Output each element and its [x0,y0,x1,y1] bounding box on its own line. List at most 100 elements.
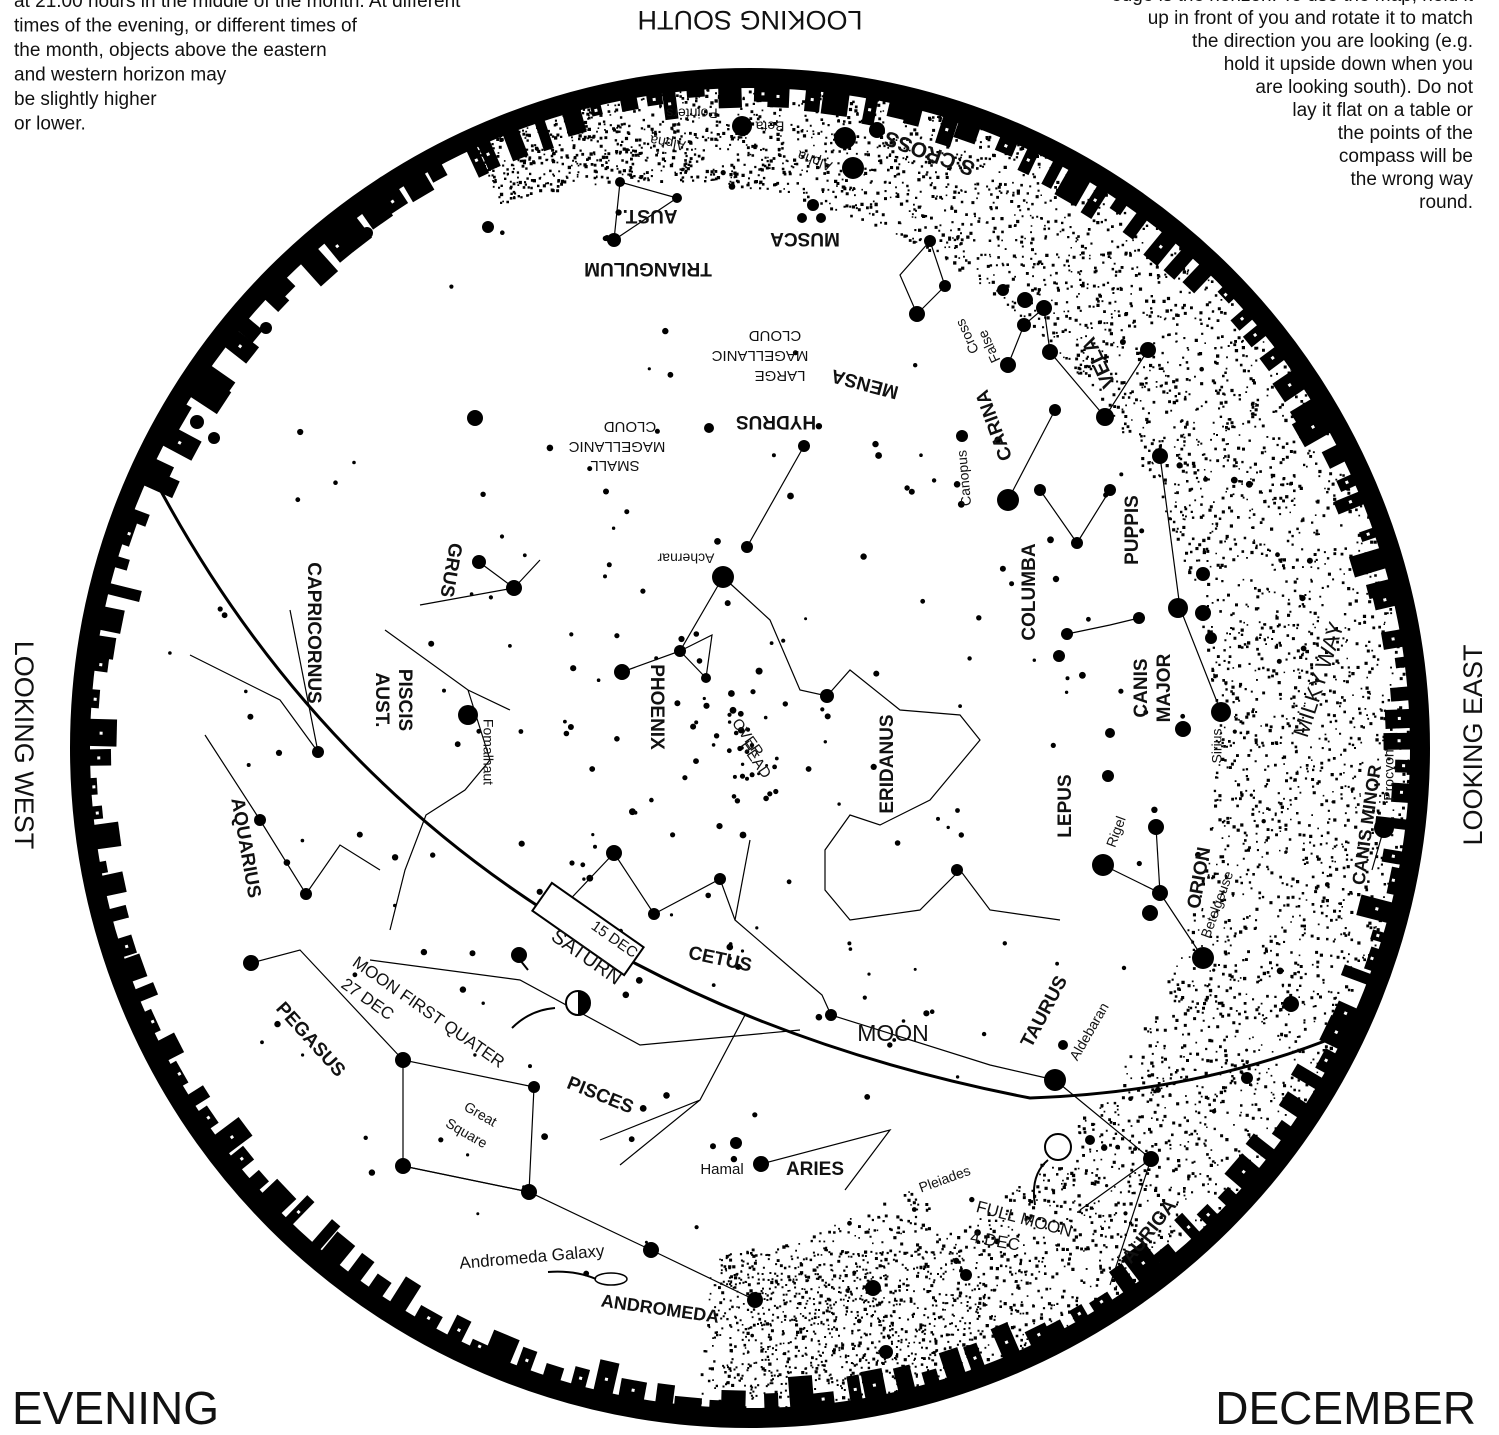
faint-star [982,1032,986,1036]
star [208,432,220,444]
faint-star [860,553,866,559]
faint-star [735,798,740,803]
house-window [811,98,814,101]
faint-star [1053,576,1059,582]
faint-star [244,690,248,694]
faint-star [247,763,251,767]
faint-star [820,707,824,711]
faint-star [783,701,788,706]
direction-west: LOOKING WEST [9,641,39,850]
faint-star [629,1136,635,1142]
house-body [764,1393,779,1410]
faint-star [714,538,721,545]
sky-label: CAPRICORNUS [303,562,324,703]
sky-label: ARIES [786,1159,844,1180]
faint-star [1301,646,1307,652]
faint-star [1103,492,1108,497]
direction-south: LOOKING SOUTH [637,5,862,35]
house [1383,733,1412,750]
faint-star [1246,481,1253,488]
faint-star [1245,1049,1248,1052]
star [395,1158,411,1174]
faint-star [824,740,827,743]
faint-star [920,599,925,604]
faint-star [421,949,427,955]
faint-star [593,845,597,849]
house [88,719,117,747]
note-right-line: compass will be [1339,146,1473,167]
faint-star [1128,1096,1133,1101]
star [732,116,752,136]
faint-star [466,1153,469,1156]
faint-star [508,644,512,648]
faint-star [750,689,755,694]
faint-star [1047,536,1054,543]
footer-left: EVENING [12,1382,219,1434]
faint-star [703,703,709,709]
star [1143,1151,1159,1167]
sky-label: Achernar [657,550,714,566]
faint-star [547,445,554,452]
star [300,888,312,900]
house [92,822,121,850]
note-right-line: up in front of you and rotate it to matc… [1148,8,1473,29]
sky-label: TRIANGULUM [584,258,712,279]
faint-star [662,328,668,334]
faint-star [569,860,574,865]
star [1196,567,1210,581]
faint-star [775,757,779,761]
faint-star [721,170,726,175]
star [472,555,486,569]
star [674,645,686,657]
star [243,955,259,971]
sky-label: ERIDANUS [877,714,898,813]
faint-star [222,612,228,618]
faint-star [1115,1145,1120,1150]
faint-star [276,750,282,756]
faint-star [489,595,493,599]
house [804,88,821,112]
house [94,635,116,660]
note-left-line: the month, objects above the eastern [14,40,327,61]
page: LOOKING SOUTH LOOKING WEST LOOKING EAST … [0,0,1499,1435]
faint-star [837,802,840,805]
faint-star [871,764,877,770]
house-window [97,756,100,759]
house [767,86,789,108]
faint-star [670,832,675,837]
house-window [96,811,99,814]
faint-star [455,741,461,747]
faint-star [1262,819,1266,823]
faint-star [640,1105,647,1112]
faint-star [569,632,573,636]
faint-star [1199,367,1204,372]
faint-star [772,453,776,457]
house-window [1391,637,1394,640]
house-window [94,698,97,701]
star [1036,300,1052,316]
sky-label: MAJOR [1154,653,1175,722]
star [672,193,682,203]
faint-star [750,772,755,777]
star [712,566,734,588]
faint-star [694,720,698,724]
faint-star [703,697,706,700]
faint-star [297,429,303,435]
faint-star [816,1014,823,1021]
star [730,1137,742,1149]
faint-star [1181,419,1184,422]
note-right-line: lay it flat on a table or [1292,100,1473,121]
direction-east: LOOKING EAST [1458,644,1488,845]
faint-star [284,859,291,866]
faint-star [875,452,882,459]
star [956,430,968,442]
faint-star [295,497,300,502]
sky-label: CLOUD [749,327,802,344]
sky-label: AUST. [623,205,678,226]
faint-star [607,562,612,567]
star [1148,819,1164,835]
sky-label: LARGE [755,367,806,384]
faint-star [932,478,936,482]
faint-star [947,826,950,829]
house-window [1392,855,1395,858]
